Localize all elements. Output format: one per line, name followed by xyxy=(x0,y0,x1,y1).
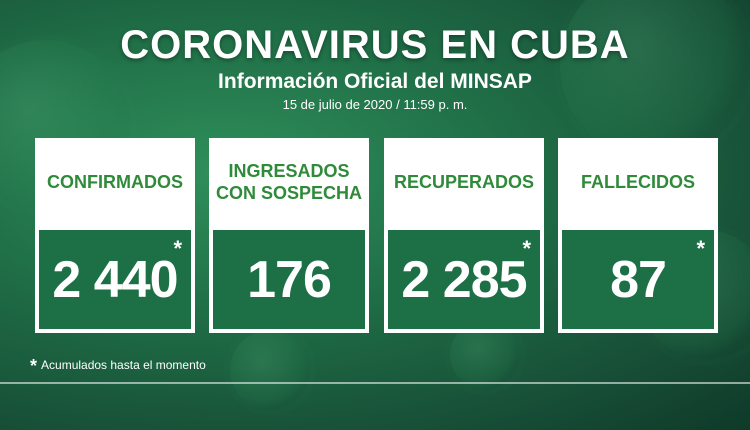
footnote-asterisk: * xyxy=(30,356,38,376)
card-value: 2 440 * xyxy=(35,226,195,333)
card-label: FALLECIDOS xyxy=(558,138,718,226)
card-label: INGRESADOS CON SOSPECHA xyxy=(209,138,369,226)
card-value-number: 2 285 xyxy=(401,250,527,309)
card-fallecidos: FALLECIDOS 87 * xyxy=(558,138,718,333)
asterisk-mark: * xyxy=(173,236,182,261)
page-title: CORONAVIRUS EN CUBA xyxy=(120,23,630,67)
card-value-number: 87 xyxy=(610,250,667,309)
card-value: 2 285 * xyxy=(384,226,544,333)
card-value-number: 176 xyxy=(247,250,332,309)
virus-decoration xyxy=(230,330,310,410)
card-value: 87 * xyxy=(558,226,718,333)
card-label: RECUPERADOS xyxy=(384,138,544,226)
footnote: * Acumulados hasta el momento xyxy=(30,356,206,377)
virus-decoration xyxy=(560,0,750,160)
footnote-text: Acumulados hasta el momento xyxy=(41,358,206,372)
page-subtitle: Información Oficial del MINSAP xyxy=(218,70,532,93)
card-confirmados: CONFIRMADOS 2 440 * xyxy=(35,138,195,333)
card-recuperados: RECUPERADOS 2 285 * xyxy=(384,138,544,333)
asterisk-mark: * xyxy=(696,236,705,261)
card-value-number: 2 440 xyxy=(52,250,178,309)
report-date: 15 de julio de 2020 / 11:59 p. m. xyxy=(282,97,468,112)
card-value: 176 xyxy=(209,226,369,333)
card-ingresados: INGRESADOS CON SOSPECHA 176 xyxy=(209,138,369,333)
divider-line xyxy=(0,382,750,384)
asterisk-mark: * xyxy=(522,236,531,261)
card-label: CONFIRMADOS xyxy=(35,138,195,226)
